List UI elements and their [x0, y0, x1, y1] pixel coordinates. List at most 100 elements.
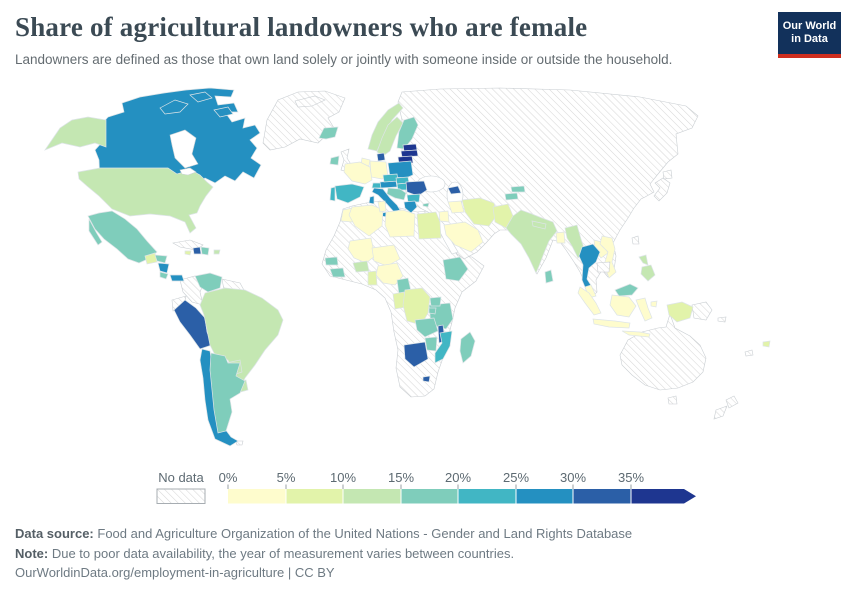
country-ethiopia[interactable] — [442, 256, 469, 282]
footer-note-line: Note: Due to poor data availability, the… — [15, 544, 632, 564]
country-tajikistan[interactable] — [504, 192, 519, 201]
country-bangladesh[interactable] — [555, 231, 566, 244]
page-title: Share of agricultural landowners who are… — [15, 12, 588, 42]
legend-tick-4: 20% — [445, 470, 471, 485]
country-taiwan[interactable] — [631, 235, 640, 245]
country-iceland[interactable] — [318, 126, 339, 140]
legend-tick-3: 15% — [388, 470, 414, 485]
country-austria[interactable] — [379, 180, 398, 189]
country-spain[interactable] — [334, 183, 365, 204]
country-newcal[interactable] — [744, 349, 754, 357]
country-iran[interactable] — [461, 197, 498, 227]
country-madagascar[interactable] — [459, 331, 476, 364]
country-jordan[interactable] — [438, 210, 450, 223]
legend-no-data-label: No data — [158, 470, 204, 485]
country-svalbard[interactable] — [294, 95, 326, 108]
country-thailand[interactable] — [578, 243, 601, 293]
country-alaska[interactable] — [44, 116, 107, 151]
datasource-label: Data source: — [15, 526, 94, 541]
country-algeria[interactable] — [348, 204, 384, 237]
legend-tick-6: 30% — [560, 470, 586, 485]
owid-logo[interactable]: Our World in Data — [778, 12, 841, 58]
country-azerbaijan[interactable] — [447, 185, 462, 195]
legend-segment-35-plus-arrow[interactable] — [631, 489, 696, 504]
country-latvia[interactable] — [400, 149, 419, 158]
legend-segment-separators — [285, 489, 632, 504]
country-japan[interactable] — [653, 169, 673, 202]
legend-tick-0: 0% — [219, 470, 238, 485]
country-rwanda[interactable] — [428, 307, 437, 315]
country-iraq[interactable] — [447, 200, 465, 214]
country-sri-lanka[interactable] — [544, 269, 554, 284]
country-fiji[interactable] — [762, 340, 771, 348]
country-cyprus[interactable] — [422, 202, 430, 208]
map-legend: No data 0% 5% 10% 15% 20% 25% 30% 35% — [156, 470, 696, 504]
country-zimbabwe[interactable] — [424, 336, 438, 352]
country-kyrgyzstan[interactable] — [510, 185, 526, 193]
legend-tick-5: 25% — [503, 470, 529, 485]
legend-tick-2: 10% — [330, 470, 356, 485]
country-botswana[interactable] — [403, 341, 429, 368]
country-indonesia[interactable] — [577, 286, 658, 338]
country-portugal[interactable] — [329, 186, 336, 202]
footer-datasource-line: Data source: Food and Agriculture Organi… — [15, 524, 632, 544]
country-indonesia-papua[interactable] — [666, 301, 694, 323]
legend-tick-marks — [227, 484, 632, 489]
country-malaysia-east[interactable] — [614, 283, 639, 297]
country-egypt[interactable] — [416, 211, 442, 240]
country-australia[interactable] — [619, 313, 707, 405]
country-dominican-republic[interactable] — [200, 246, 210, 256]
owid-logo-line1: Our World — [782, 20, 837, 32]
legend-segment-15-20[interactable] — [401, 489, 458, 504]
country-panama[interactable] — [169, 274, 185, 282]
country-senegal[interactable] — [324, 256, 339, 266]
country-nz[interactable] — [713, 395, 739, 420]
note-label: Note: — [15, 545, 49, 561]
legend-segment-30-35[interactable] — [573, 489, 631, 504]
country-costa-rica[interactable] — [159, 271, 169, 280]
great-lakes — [179, 167, 197, 176]
legend-no-data-swatch[interactable] — [156, 488, 206, 504]
legend-segment-10-15[interactable] — [343, 489, 401, 504]
country-tunisia[interactable] — [377, 200, 387, 213]
country-png[interactable] — [691, 301, 727, 323]
country-cambodia[interactable] — [596, 261, 611, 273]
country-jamaica[interactable] — [184, 250, 192, 256]
legend-segment-20-25[interactable] — [458, 489, 516, 504]
country-uganda[interactable] — [429, 296, 442, 307]
country-mozambique[interactable] — [434, 330, 453, 364]
country-haiti[interactable] — [192, 246, 202, 255]
country-puerto-rico[interactable] — [213, 249, 221, 255]
owid-link[interactable]: OurWorldinData.org/employment-in-agricul… — [15, 565, 335, 580]
country-honduras[interactable] — [154, 254, 168, 264]
legend-segment-0-5[interactable] — [228, 489, 286, 504]
page-subtitle: Landowners are defined as those that own… — [15, 52, 673, 67]
country-niger[interactable] — [371, 244, 401, 267]
chart-footer: Data source: Food and Agriculture Organi… — [15, 524, 632, 583]
hudson-bay — [169, 129, 199, 169]
country-benin[interactable] — [367, 270, 378, 286]
country-libya[interactable] — [384, 209, 416, 238]
country-nepal[interactable] — [531, 220, 547, 230]
country-lesotho[interactable] — [422, 375, 431, 383]
country-argentina[interactable] — [209, 352, 246, 434]
legend-segment-5-10[interactable] — [286, 489, 343, 504]
country-venezuela[interactable] — [194, 272, 223, 293]
country-romania[interactable] — [405, 180, 428, 197]
country-nicaragua[interactable] — [157, 262, 170, 274]
country-vietnam[interactable] — [599, 235, 617, 279]
country-canada-arctic-islands[interactable] — [159, 91, 234, 118]
country-zambia[interactable] — [414, 317, 439, 338]
country-falklands[interactable] — [235, 440, 244, 446]
country-bulgaria[interactable] — [406, 193, 421, 203]
country-burkina-faso[interactable] — [352, 260, 370, 273]
country-ireland[interactable] — [329, 155, 340, 166]
country-philippines[interactable] — [638, 254, 656, 282]
country-guinea[interactable] — [329, 267, 346, 278]
legend-segment-25-30[interactable] — [516, 489, 573, 504]
country-denmark[interactable] — [376, 152, 386, 162]
country-guatemala[interactable] — [144, 252, 158, 265]
country-france[interactable] — [343, 161, 373, 185]
country-saudi-arabia[interactable] — [443, 221, 484, 253]
